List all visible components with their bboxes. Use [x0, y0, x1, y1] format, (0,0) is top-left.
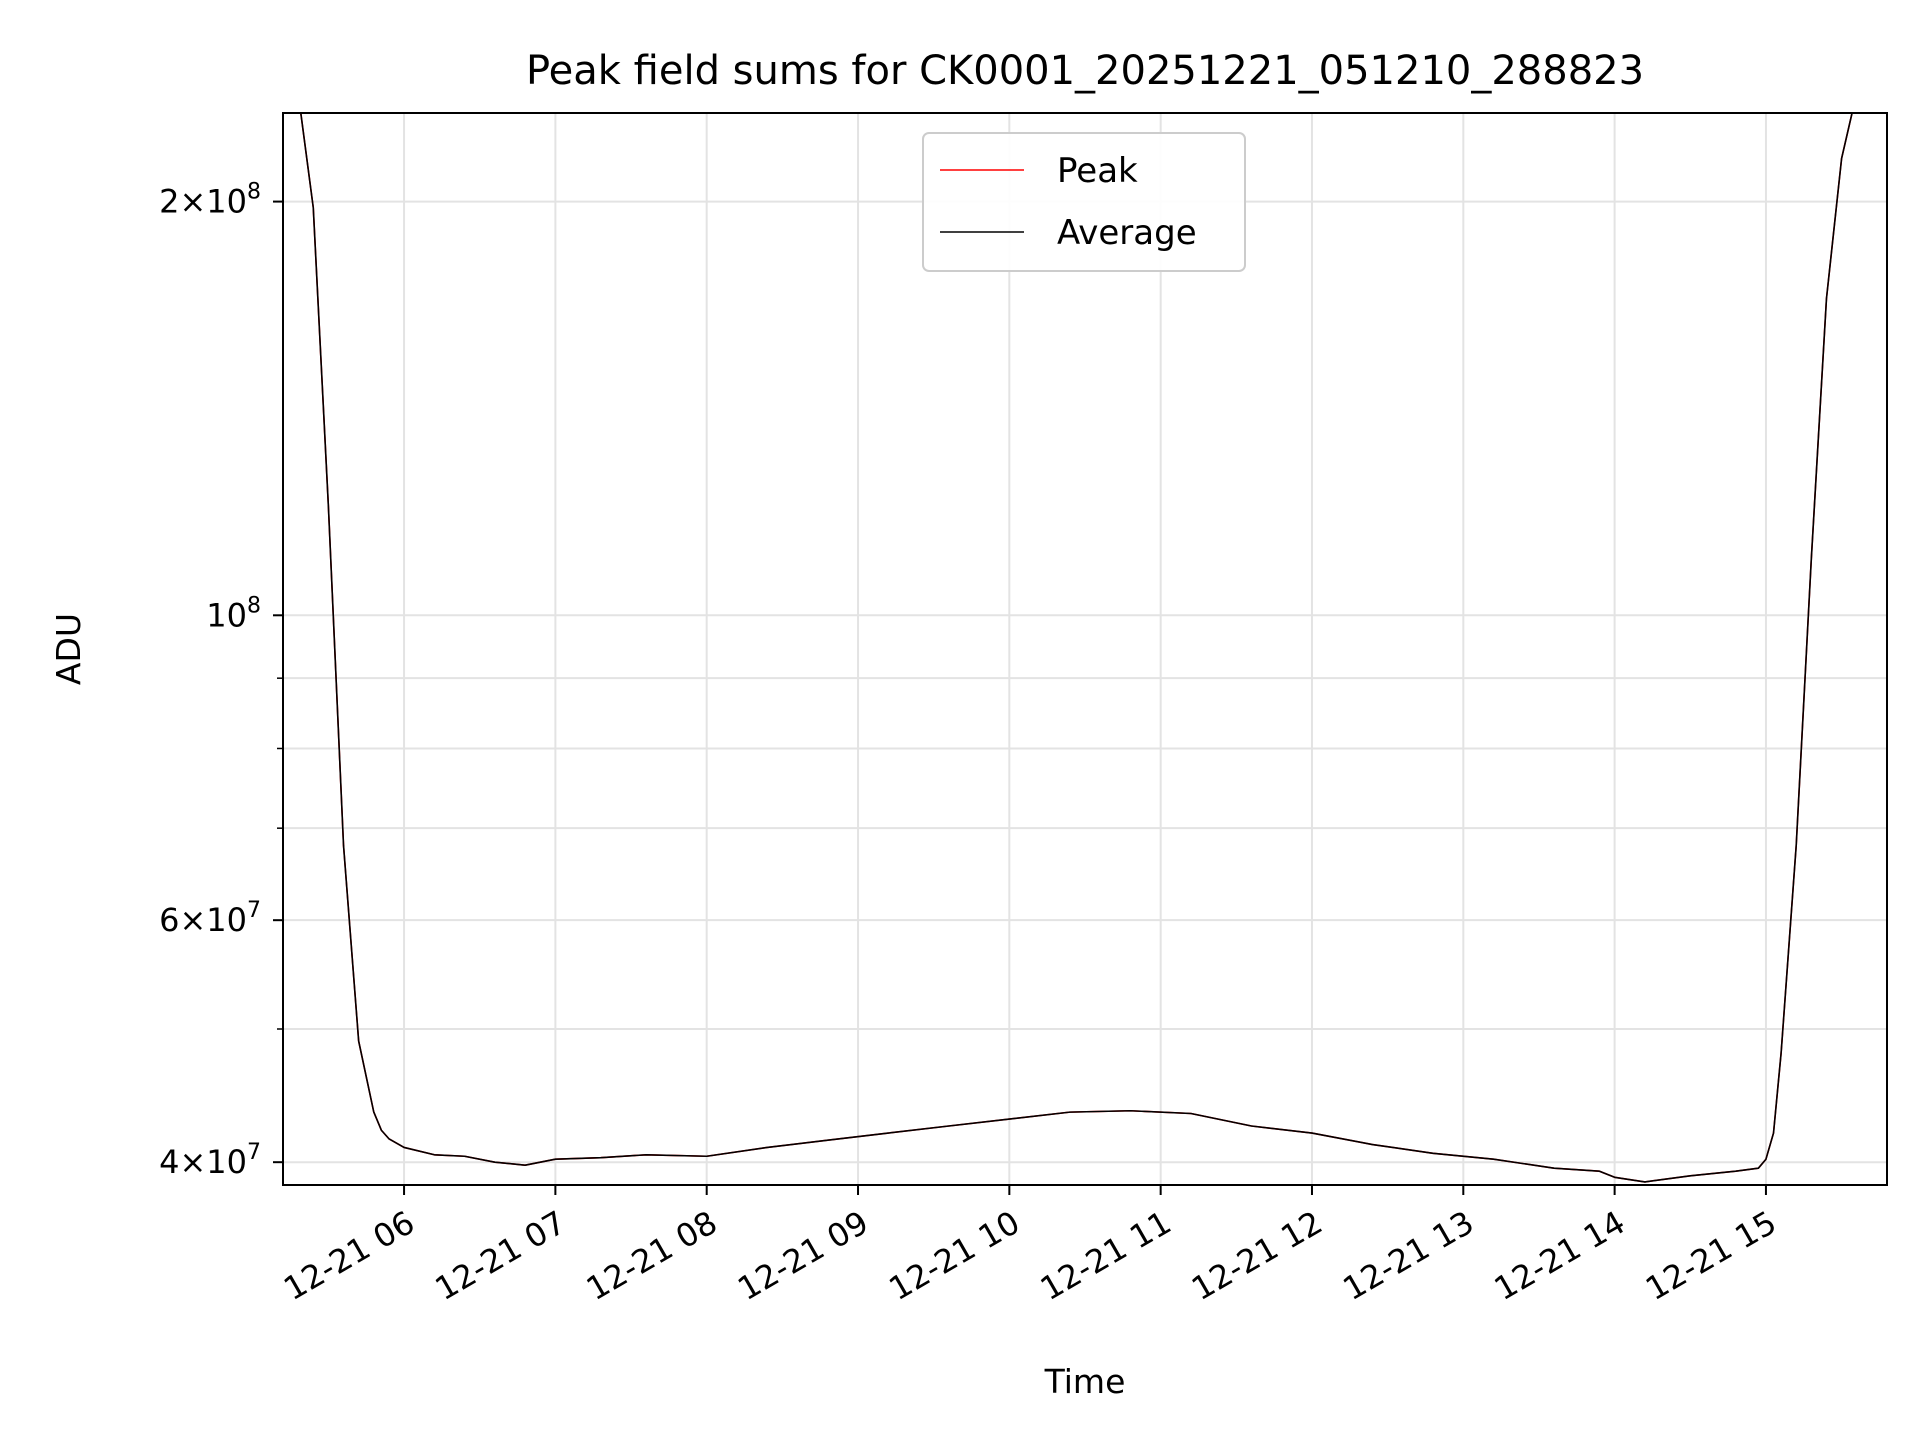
plot-area: [299, 113, 1853, 1183]
legend-frame: [922, 132, 1246, 272]
legend: Peak Average: [922, 132, 1246, 272]
y-tick-label: 4×107: [159, 1140, 261, 1181]
x-axis-label: Time: [1044, 1362, 1126, 1401]
chart-title: Peak field sums for CK0001_20251221_0512…: [526, 48, 1644, 94]
y-axis-label: ADU: [49, 613, 88, 685]
y-tick-label: 108: [206, 593, 261, 634]
y-tick-label: 6×107: [159, 898, 261, 939]
y-tick-label: 2×108: [159, 180, 261, 221]
series-line-average: [299, 113, 1853, 1183]
plot-frame: [282, 112, 1888, 1186]
legend-peak-label: Peak: [1057, 151, 1138, 191]
legend-average-label: Average: [1057, 213, 1197, 253]
